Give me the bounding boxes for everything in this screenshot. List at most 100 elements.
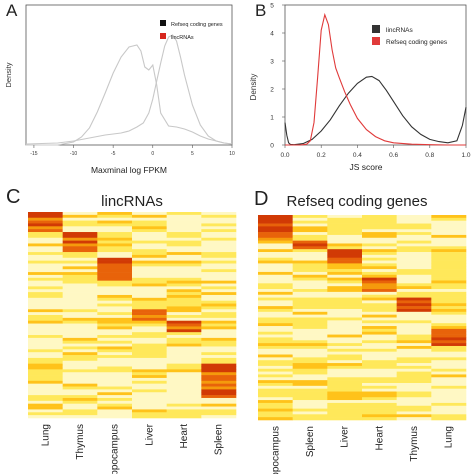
column-label: Heart — [179, 424, 190, 449]
heatmap-cell — [28, 357, 63, 362]
heatmap-cell — [28, 243, 63, 247]
heatmap-cell — [362, 371, 397, 375]
heatmap-cell — [28, 266, 63, 270]
heatmap-cell — [97, 380, 133, 384]
heatmap-cell — [292, 300, 328, 304]
heatmap-cell — [362, 220, 397, 224]
heatmap-cell — [132, 372, 167, 376]
heatmap-cell — [132, 349, 167, 353]
heatmap-cell — [97, 340, 133, 344]
heatmap-cell — [431, 343, 467, 347]
heatmap-cell — [258, 249, 293, 253]
heatmap-cell — [431, 234, 467, 239]
series-line-1 — [26, 44, 233, 146]
y-tick-label: 0 — [270, 143, 274, 150]
heatmap-cell — [166, 349, 202, 353]
heatmap-cell — [132, 243, 167, 247]
heatmap-cell — [166, 369, 202, 373]
heatmap-cell — [327, 334, 363, 338]
heatmap-cell — [396, 269, 432, 273]
heatmap-cell — [97, 214, 133, 219]
heatmap-cell — [28, 332, 63, 336]
heatmap-cell — [431, 286, 467, 290]
heatmap-cell — [62, 303, 98, 307]
heatmap-cell — [132, 337, 167, 342]
heatmap-cell — [327, 326, 363, 330]
heatmap-cell — [166, 263, 202, 267]
heatmap-cell — [166, 403, 202, 407]
heatmap-cell — [62, 309, 98, 313]
heatmap-cell — [132, 357, 167, 362]
heatmap-cell — [292, 263, 328, 267]
heatmap-cell — [166, 340, 202, 344]
heatmap-cell — [97, 360, 133, 364]
heatmap-cell — [97, 286, 133, 290]
x-tick-label: 0.6 — [389, 152, 398, 159]
x-tick-label: 0.4 — [353, 152, 362, 159]
heatmap-cell — [28, 366, 63, 370]
heatmap-cell — [201, 397, 237, 402]
heatmap-cell — [258, 374, 293, 378]
heatmap-cell — [431, 280, 467, 284]
heatmap-cell — [396, 388, 432, 392]
heatmap-cell — [362, 263, 397, 267]
heatmap-cell — [327, 274, 363, 278]
heatmap-cell — [258, 237, 293, 241]
heatmap-cell — [362, 326, 397, 330]
heatmap-cell — [362, 217, 397, 221]
heatmap-cell — [132, 363, 167, 367]
heatmap-cell — [201, 226, 237, 230]
heatmap-cell — [431, 363, 467, 367]
heatmap-cell — [62, 212, 98, 216]
heatmap-cell — [62, 372, 98, 376]
panel-a-legend-swatch-1 — [160, 33, 166, 39]
heatmap-cell — [97, 326, 133, 330]
heatmap-cell — [431, 351, 467, 355]
heatmap-cell — [362, 289, 397, 293]
heatmap-cell — [28, 249, 63, 253]
heatmap-cell — [97, 315, 133, 319]
heatmap-cell — [258, 271, 293, 276]
heatmap-cell — [258, 308, 293, 313]
heatmap-cell — [201, 349, 237, 353]
heatmap-cell — [62, 214, 98, 219]
heatmap-cell — [28, 283, 63, 287]
heatmap-cell — [327, 260, 363, 264]
heatmap-cell — [132, 323, 167, 327]
heatmap-cell — [362, 237, 397, 241]
heatmap-cell — [292, 229, 328, 233]
heatmap-cell — [431, 263, 467, 267]
heatmap-cell — [132, 226, 167, 230]
heatmap-cell — [62, 337, 98, 342]
heatmap-cell — [132, 214, 167, 219]
heatmap-cell — [166, 315, 202, 319]
heatmap-cell — [97, 252, 133, 256]
heatmap-cell — [258, 263, 293, 267]
heatmap-cell — [396, 257, 432, 261]
heatmap-cell — [132, 343, 167, 347]
heatmap-cell — [362, 311, 397, 315]
heatmap-cell — [166, 363, 202, 367]
heatmap-cell — [28, 337, 63, 342]
heatmap-cell — [201, 240, 237, 244]
heatmap-cell — [201, 257, 237, 261]
heatmap-cell — [362, 274, 397, 278]
heatmap-cell — [431, 257, 467, 261]
panel-a-frame — [25, 4, 233, 146]
heatmap-cell — [132, 252, 167, 256]
heatmap-cell — [292, 266, 328, 270]
heatmap-cell — [201, 249, 237, 253]
heatmap-cell — [132, 375, 167, 379]
heatmap-cell — [62, 369, 98, 373]
heatmap-cell — [431, 394, 467, 398]
column-label: Hippocampus — [110, 424, 121, 474]
heatmap-cell — [431, 348, 467, 352]
heatmap-cell — [362, 283, 397, 287]
heatmap-cell — [62, 220, 98, 224]
heatmap-cell — [132, 383, 167, 387]
heatmap-cell — [431, 400, 467, 404]
heatmap-cell — [431, 271, 467, 276]
heatmap-cell — [201, 395, 237, 399]
heatmap-cell — [362, 308, 397, 313]
